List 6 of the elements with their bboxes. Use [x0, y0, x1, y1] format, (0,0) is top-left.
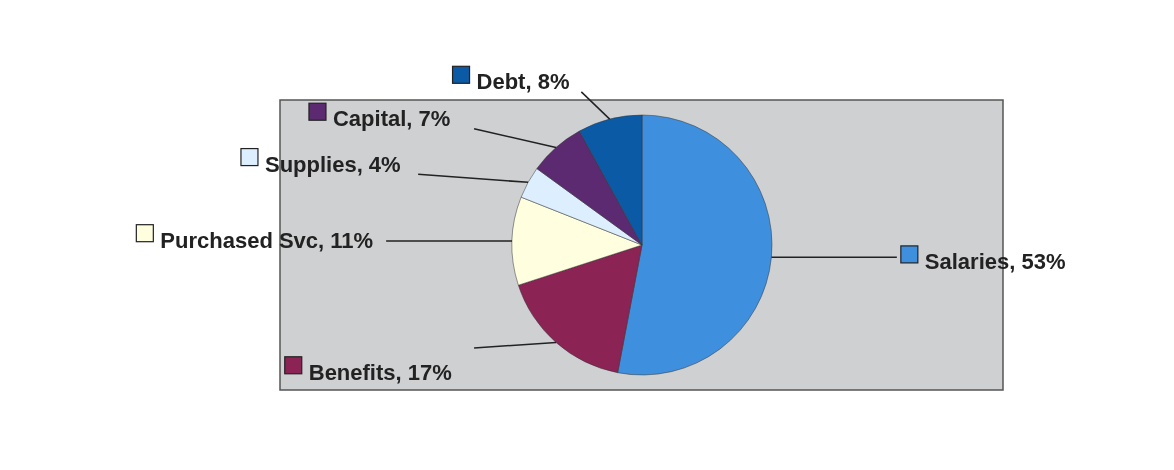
- legend-label: Debt, 8%: [476, 69, 570, 95]
- legend-label: Benefits, 17%: [308, 359, 452, 385]
- legend-label: Salaries, 53%: [924, 248, 1066, 274]
- legend-label: Supplies, 4%: [264, 151, 401, 177]
- legend-label: Purchased Svc, 11%: [160, 227, 374, 253]
- legend-label: Capital, 7%: [332, 106, 451, 132]
